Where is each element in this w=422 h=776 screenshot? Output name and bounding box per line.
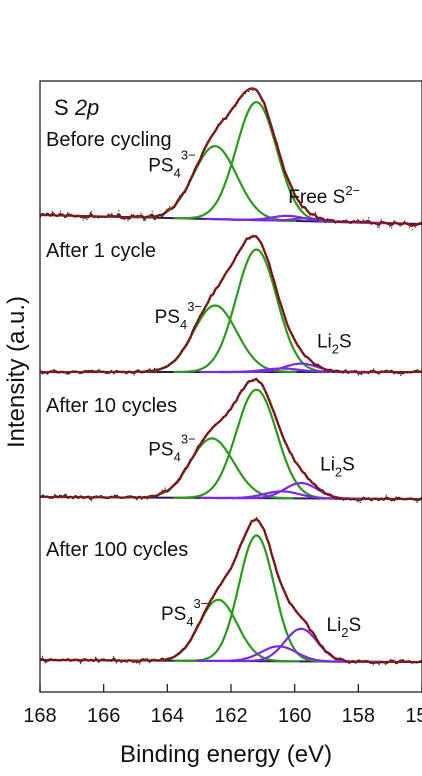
panel-3: After 10 cycles PS43− Li2S xyxy=(39,377,422,504)
raw-spectrum xyxy=(39,377,422,504)
x-tick-label: 162 xyxy=(214,705,247,727)
peak-annotation: PS43− xyxy=(148,432,195,465)
envelope-fit xyxy=(39,87,422,228)
x-tick-label: 156 xyxy=(405,705,422,727)
panel-label: After 100 cycles xyxy=(46,539,188,561)
x-axis: 168 166 164 162 160 158 156 xyxy=(23,684,422,727)
panel-2: After 1 cycle PS43− Li2S xyxy=(39,234,422,377)
panel-label: After 10 cycles xyxy=(46,395,177,417)
peak-annotation: PS43− xyxy=(155,299,202,332)
core-level-label: S 2p xyxy=(54,95,99,120)
x-tick-label: 160 xyxy=(278,705,311,727)
component-peak xyxy=(173,388,338,500)
x-tick-label: 168 xyxy=(23,705,56,727)
panel-label: After 1 cycle xyxy=(46,240,156,262)
plot-frame xyxy=(39,80,422,693)
peak-annotation: PS43− xyxy=(161,596,208,629)
x-tick-label: 166 xyxy=(87,705,120,727)
peak-annotation: Li2S xyxy=(327,615,362,640)
envelope-fit xyxy=(39,517,422,665)
peak-annotation: Li2S xyxy=(317,332,352,357)
peak-annotation: Li2S xyxy=(320,455,355,480)
x-tick-label: 158 xyxy=(342,705,375,727)
x-tick-label: 164 xyxy=(151,705,184,727)
panel-label: Before cycling xyxy=(46,129,172,151)
raw-spectrum xyxy=(39,235,422,377)
y-axis-label: Intensity (a.u.) xyxy=(3,296,30,448)
peak-annotation: PS43− xyxy=(148,148,195,181)
core-level-text: S 2p xyxy=(54,95,99,120)
panel-4: After 100 cycles PS43− Li2S xyxy=(39,516,422,666)
x-axis-label: Binding energy (eV) xyxy=(120,741,332,768)
peak-annotation: Free S2− xyxy=(288,183,360,208)
component-peak xyxy=(173,248,338,374)
